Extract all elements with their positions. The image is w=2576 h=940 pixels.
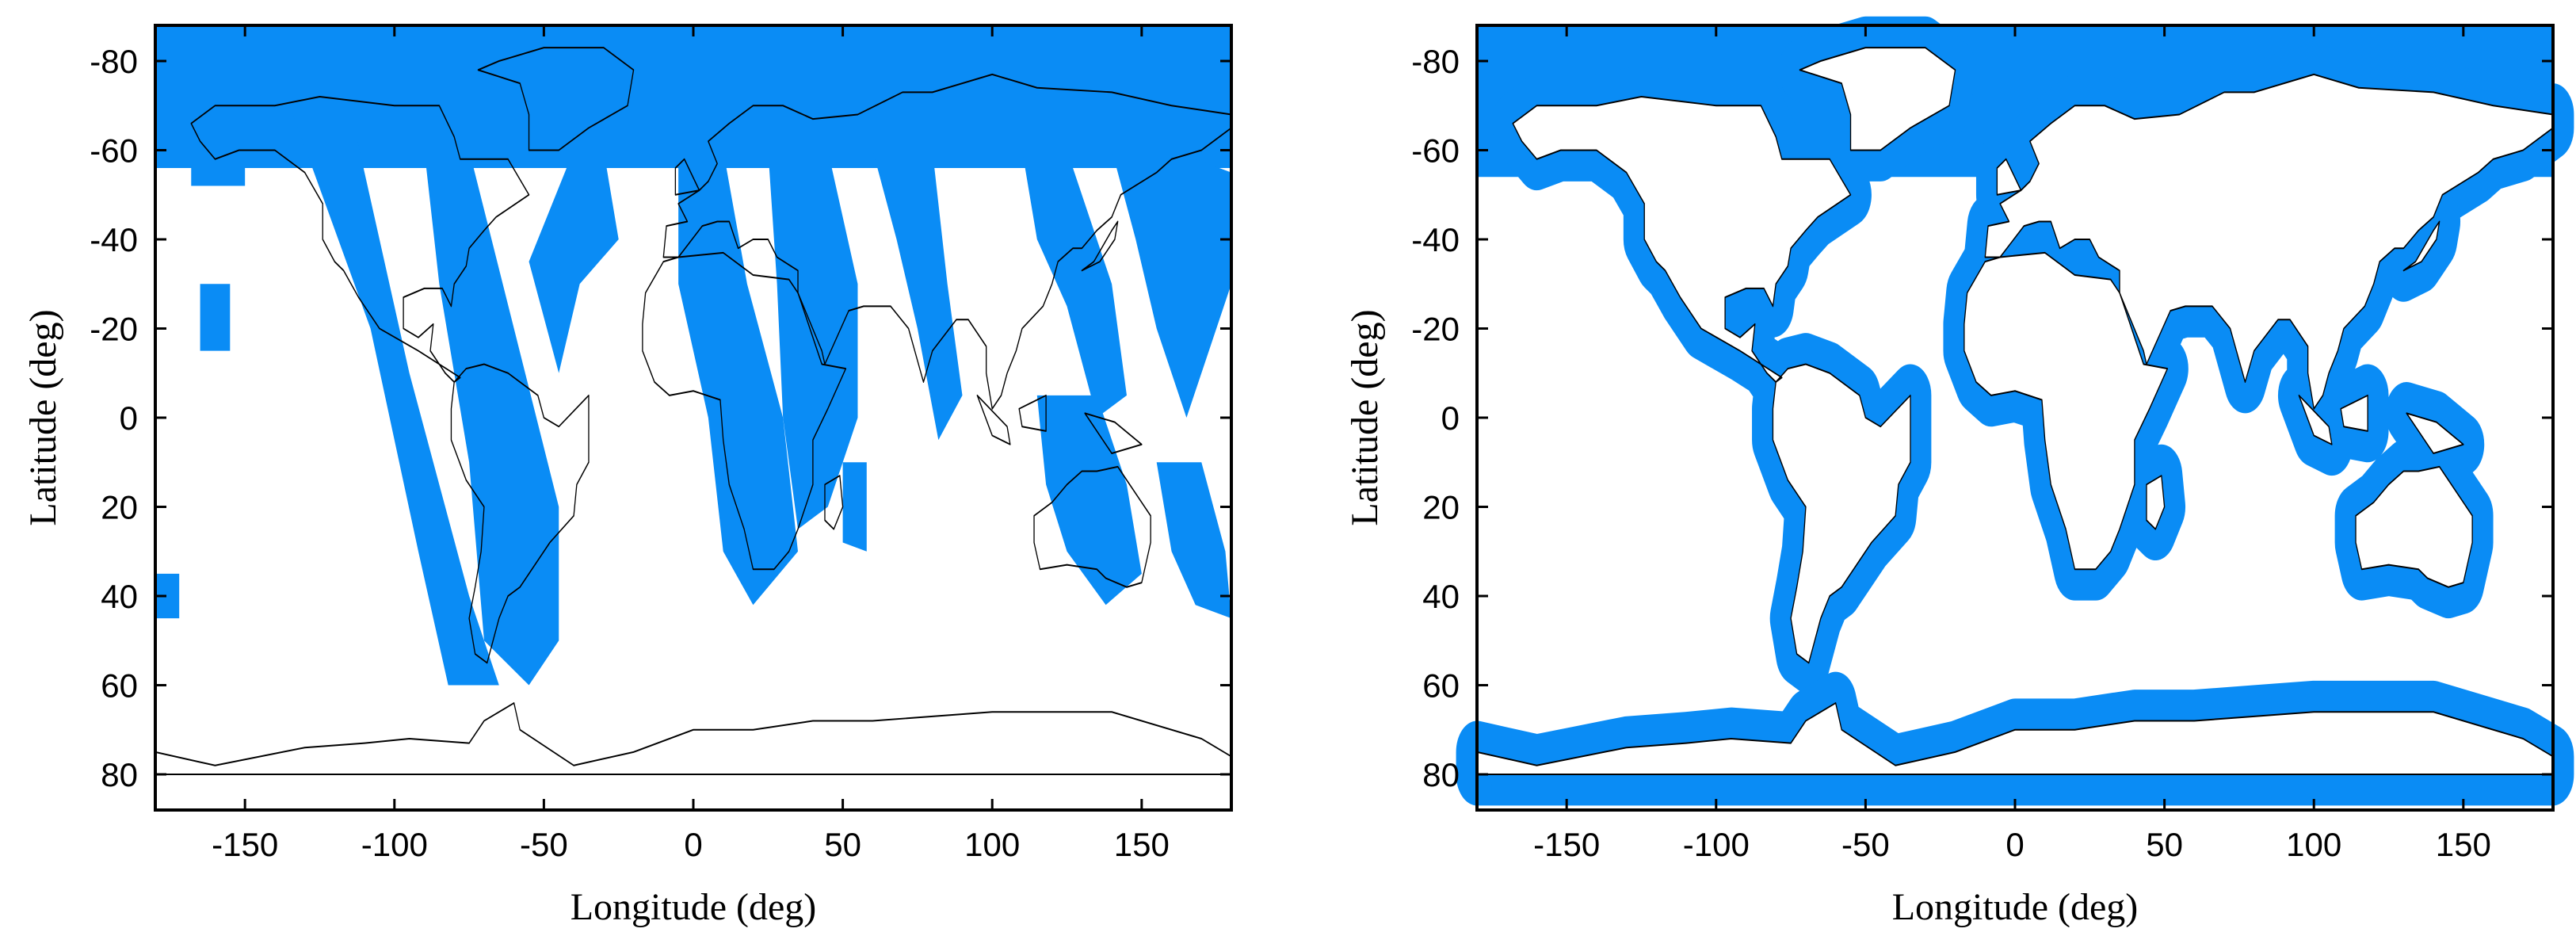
right-y-tick-label: 40 <box>1422 578 1460 615</box>
left-swath <box>768 150 858 529</box>
left-y-tick-label: -20 <box>90 311 138 348</box>
right-x-tick-label: 100 <box>2286 826 2341 863</box>
left-y-tick-label: -60 <box>90 132 138 170</box>
left-x-tick-label: 0 <box>684 826 702 863</box>
right-x-tick-label: 150 <box>2436 826 2491 863</box>
left-y-tick-label: -40 <box>90 221 138 258</box>
right-y-tick-label: 60 <box>1422 667 1460 705</box>
left-swath <box>1021 150 1127 418</box>
right-x-tick-label: -50 <box>1841 826 1890 863</box>
right-y-axis-title: Latitude (deg) <box>1344 309 1386 525</box>
right-y-tick-label: 0 <box>1441 399 1460 437</box>
left-x-tick-label: 150 <box>1114 826 1170 863</box>
left-swath <box>678 150 799 606</box>
left-swath <box>155 573 180 619</box>
left-x-tick-label: -100 <box>361 826 428 863</box>
left-swath <box>289 105 499 686</box>
left-swath <box>872 150 963 441</box>
left-swath <box>1112 150 1231 418</box>
left-swath <box>529 150 619 373</box>
left-swath <box>1036 395 1142 606</box>
right-x-tick-label: -100 <box>1683 826 1750 863</box>
right-antarctic-strip <box>1895 783 2494 797</box>
left-x-tick-label: -150 <box>212 826 278 863</box>
left-y-tick-label: 20 <box>101 489 138 526</box>
left-map-panel: -150 -100 -50 0 50 100 150 -80 -60 -40 -20 0 20 40 60… <box>22 24 1231 928</box>
right-y-tick-label: 80 <box>1422 756 1460 793</box>
left-swath <box>842 462 867 552</box>
left-y-tick-label: 40 <box>101 578 138 615</box>
left-x-tick-label: -50 <box>520 826 568 863</box>
left-y-tick-label: -80 <box>90 43 138 80</box>
right-y-tick-label: -60 <box>1411 132 1460 170</box>
left-x-tick-label: 100 <box>964 826 1020 863</box>
right-y-tick-label: -80 <box>1411 43 1460 80</box>
right-y-tick-label: 20 <box>1422 489 1460 526</box>
right-x-ticks: -150 -100 -50 0 50 100 150 <box>1533 25 2491 863</box>
left-y-tick-label: 80 <box>101 756 138 793</box>
right-y-tick-label: -20 <box>1411 311 1460 348</box>
left-swath <box>1156 462 1231 619</box>
left-x-axis-title: Longitude (deg) <box>571 886 817 928</box>
left-swath <box>200 284 231 351</box>
right-y-ticks: -80 -60 -40 -20 0 20 40 60 80 <box>1411 43 2553 793</box>
right-x-tick-label: 0 <box>2005 826 2024 863</box>
right-x-tick-label: -150 <box>1533 826 1600 863</box>
left-y-tick-label: 60 <box>101 667 138 705</box>
right-y-tick-label: -40 <box>1411 221 1460 258</box>
right-x-axis-title: Longitude (deg) <box>1892 886 2139 928</box>
right-map-panel: -150 -100 -50 0 50 100 150 -80 -60 -40 -20 0 20 40 60… <box>1344 25 2553 928</box>
left-y-tick-label: 0 <box>120 399 138 437</box>
left-swath <box>424 150 559 686</box>
right-x-tick-label: 50 <box>2146 826 2183 863</box>
left-x-tick-label: 50 <box>824 826 861 863</box>
left-y-ticks: -80 -60 -40 -20 0 20 40 60 80 <box>90 43 1231 793</box>
left-x-ticks: -150 -100 -50 0 50 100 150 <box>212 25 1170 863</box>
left-swath <box>191 150 246 186</box>
left-y-axis-title: Latitude (deg) <box>22 309 64 525</box>
left-coverage-layer <box>155 25 1231 686</box>
